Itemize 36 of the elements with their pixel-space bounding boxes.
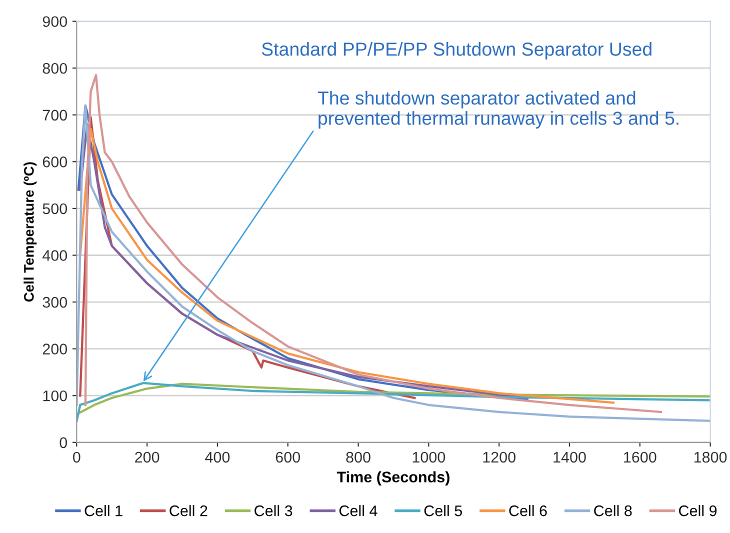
x-tick-label: 400 <box>205 452 230 463</box>
legend-label: Cell 3 <box>254 505 292 516</box>
line-series <box>79 128 615 404</box>
x-tick-label: 200 <box>135 452 160 463</box>
x-tick-label: 1600 <box>624 452 656 463</box>
x-tick-label: 0 <box>73 452 80 463</box>
legend-label: Cell 4 <box>339 505 378 516</box>
x-tick-label: 1400 <box>554 452 586 463</box>
legend-label: Cell 9 <box>679 505 717 516</box>
legend-label: Cell 8 <box>594 505 632 516</box>
line-series <box>84 74 662 414</box>
legend-label: Cell 6 <box>509 505 547 516</box>
legend-label: Cell 5 <box>424 505 462 516</box>
y-tick-label: 600 <box>42 156 68 168</box>
y-tick-label: 700 <box>42 110 68 121</box>
x-tick-label: 1200 <box>483 452 516 463</box>
line-series <box>76 382 710 416</box>
y-tick-label: 200 <box>42 344 68 355</box>
x-axis-title: Time (Seconds) <box>336 471 450 486</box>
x-tick-label: 600 <box>276 452 300 463</box>
line-series <box>76 382 710 422</box>
y-tick-label: 900 <box>42 16 68 28</box>
y-tick-label: 0 <box>60 437 68 448</box>
text: Standard PP/PE/PP Shutdown Separator Used <box>262 42 652 60</box>
x-tick-label: 1000 <box>412 452 446 463</box>
y-tick-label: 300 <box>42 296 68 308</box>
x-tick-label: 800 <box>346 452 370 463</box>
legend-label: Cell 2 <box>170 505 208 516</box>
y-tick-label: 100 <box>43 390 68 402</box>
y-tick-label: 400 <box>42 250 68 261</box>
y-tick-label: 500 <box>42 203 68 214</box>
x-tick-label: 1800 <box>694 452 727 463</box>
y-tick-label: 800 <box>42 62 68 74</box>
y-axis-title: Cell Temperature (ºC) <box>24 162 37 302</box>
annotation: The shutdown separator activated and prevented thermal runaway in cells 3 and 5. <box>318 90 678 129</box>
legend-label: Cell 1 <box>84 505 122 516</box>
